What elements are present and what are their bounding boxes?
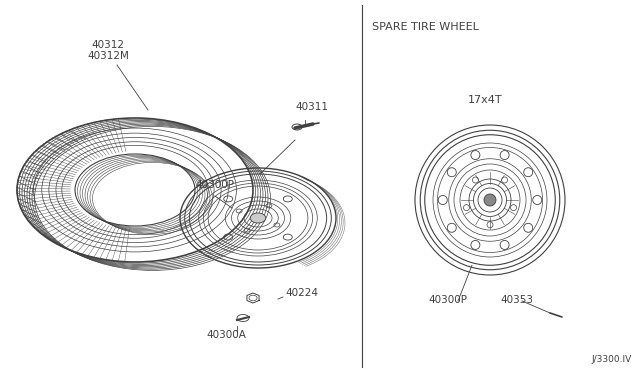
Text: 40300P: 40300P bbox=[428, 295, 467, 305]
Text: 40353: 40353 bbox=[500, 295, 533, 305]
Text: 40312: 40312 bbox=[92, 40, 125, 50]
Text: 40312M: 40312M bbox=[87, 51, 129, 61]
Text: SPARE TIRE WHEEL: SPARE TIRE WHEEL bbox=[372, 22, 479, 32]
Text: 40311: 40311 bbox=[295, 102, 328, 112]
Text: J/3300.IV: J/3300.IV bbox=[592, 355, 632, 364]
Text: 40300A: 40300A bbox=[206, 330, 246, 340]
Text: 17x4T: 17x4T bbox=[468, 95, 502, 105]
Circle shape bbox=[484, 194, 496, 206]
Text: 40224: 40224 bbox=[285, 288, 318, 298]
Ellipse shape bbox=[250, 213, 266, 223]
Text: 40300P: 40300P bbox=[195, 180, 234, 190]
